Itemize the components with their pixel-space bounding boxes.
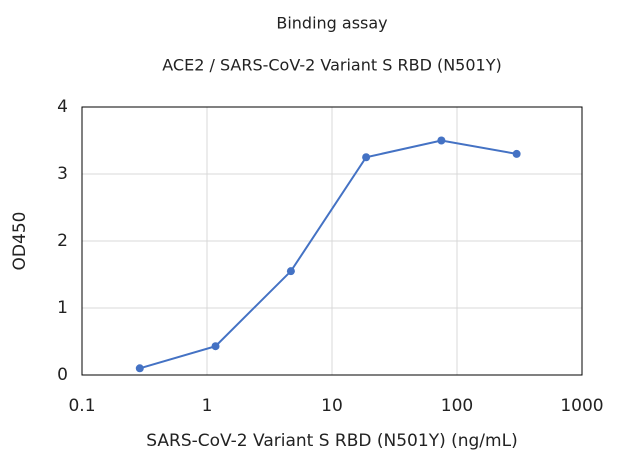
chart-subtitle: ACE2 / SARS-CoV-2 Variant S RBD (N501Y)	[162, 56, 501, 75]
marker	[512, 149, 521, 158]
x-tick-label: 1	[202, 396, 213, 416]
marker	[286, 267, 295, 276]
x-tick-label: 1000	[560, 396, 603, 416]
chart-title: Binding assay	[276, 14, 387, 33]
x-tick-label: 0.1	[68, 396, 95, 416]
x-tick-label: 100	[441, 396, 473, 416]
marker	[362, 153, 371, 162]
line	[139, 139, 517, 370]
y-tick-label: 2	[57, 231, 68, 251]
y-axis-label: OD450	[10, 212, 30, 271]
marker	[437, 136, 446, 145]
y-tick-label: 1	[57, 298, 68, 318]
marker	[135, 364, 144, 373]
plot-border	[81, 106, 583, 376]
y-tick-label: 4	[57, 97, 68, 117]
x-axis-label: SARS-CoV-2 Variant S RBD (N501Y) (ng/mL)	[146, 431, 517, 451]
y-tick-label: 0	[57, 365, 68, 385]
marker	[211, 342, 220, 351]
y-tick-label: 3	[57, 164, 68, 184]
x-tick-label: 10	[321, 396, 343, 416]
